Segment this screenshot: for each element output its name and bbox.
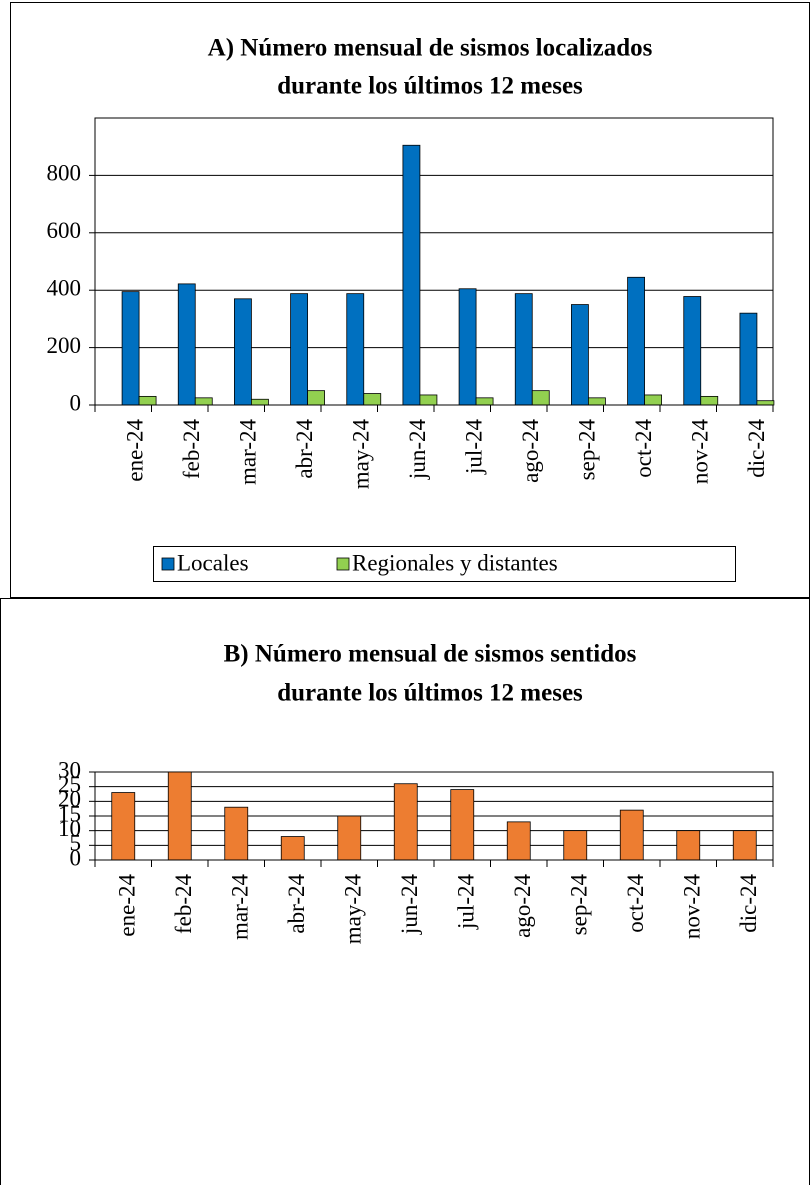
x-tick-label: jun-24 (405, 419, 430, 481)
y-tick-label: 10 (58, 816, 81, 841)
legend-box (153, 546, 736, 582)
y-tick-label: 20 (58, 787, 81, 812)
bar (280, 836, 305, 861)
bar (346, 293, 365, 406)
x-tick-label: jun-24 (397, 874, 422, 936)
x-tick-label: ago-24 (510, 874, 535, 938)
bar (531, 390, 550, 406)
x-tick-label: dic-24 (736, 874, 761, 933)
x-tick-label: nov-24 (680, 874, 705, 940)
bar (363, 393, 382, 406)
bar (571, 304, 589, 406)
bar (121, 291, 140, 406)
bar (739, 312, 758, 406)
x-tick-label: mar-24 (236, 419, 261, 485)
x-tick-label: nov-24 (688, 419, 713, 485)
bar (563, 830, 588, 861)
bar (290, 293, 308, 406)
bar (458, 288, 477, 406)
bar (700, 395, 719, 406)
bar (683, 296, 702, 406)
y-tick-label: 0 (70, 390, 82, 415)
x-tick-label: dic-24 (744, 419, 769, 478)
bar (514, 293, 533, 406)
chart-title: durante los últimos 12 meses (277, 680, 583, 707)
x-tick-label: oct-24 (623, 874, 648, 933)
bar (475, 397, 494, 406)
bar (234, 298, 252, 406)
legend-swatch (336, 557, 350, 571)
bar (177, 283, 196, 406)
y-tick-label: 25 (58, 772, 81, 797)
chart-title: B) Número mensual de sismos sentidos (224, 641, 637, 668)
x-tick-label: jul-24 (462, 419, 487, 475)
y-tick-label: 600 (47, 218, 82, 243)
x-tick-label: mar-24 (228, 874, 253, 940)
bar (393, 783, 418, 861)
bar (732, 830, 757, 861)
bar (619, 809, 644, 861)
x-tick-label: sep-24 (567, 874, 592, 936)
x-tick-label: may-24 (349, 419, 374, 490)
bar (419, 394, 438, 406)
y-tick-label: 200 (47, 333, 82, 358)
bar (644, 394, 662, 406)
x-tick-label: feb-24 (179, 419, 204, 480)
bar (138, 395, 157, 406)
bar (307, 390, 325, 406)
bar (111, 792, 136, 861)
x-tick-label: ene-24 (123, 419, 148, 482)
x-tick-label: abr-24 (292, 419, 317, 479)
x-tick-label: oct-24 (631, 419, 656, 478)
y-tick-label: 5 (70, 831, 82, 856)
legend-swatch (161, 557, 175, 571)
x-tick-label: ago-24 (518, 419, 543, 483)
x-tick-label: sep-24 (575, 419, 600, 481)
y-tick-label: 30 (58, 757, 81, 782)
y-tick-label: 800 (47, 161, 82, 186)
y-tick-label: 15 (58, 801, 81, 826)
bar (167, 771, 192, 861)
x-tick-label: jul-24 (454, 874, 479, 930)
legend-label: Regionales y distantes (352, 550, 558, 575)
bar (756, 400, 775, 406)
bar (676, 830, 701, 861)
legend-label: Locales (177, 550, 249, 575)
chart-title: durante los últimos 12 meses (277, 73, 583, 100)
plot-frame (94, 117, 774, 406)
bar (337, 815, 362, 861)
bar (450, 789, 475, 861)
x-tick-label: may-24 (341, 874, 366, 945)
bar (224, 806, 249, 861)
y-tick-label: 400 (47, 275, 82, 300)
bar (251, 398, 269, 406)
bar (627, 276, 645, 406)
x-tick-label: abr-24 (284, 874, 309, 934)
x-tick-label: ene-24 (115, 874, 140, 937)
bar (194, 397, 213, 406)
bar (402, 144, 421, 406)
chart-b-border (0, 598, 810, 1185)
bar (588, 397, 606, 406)
chart-title: A) Número mensual de sismos localizados (208, 35, 653, 62)
y-tick-label: 0 (70, 845, 82, 870)
x-tick-label: feb-24 (171, 874, 196, 935)
bar (506, 821, 531, 861)
chart-a-border (10, 2, 810, 598)
